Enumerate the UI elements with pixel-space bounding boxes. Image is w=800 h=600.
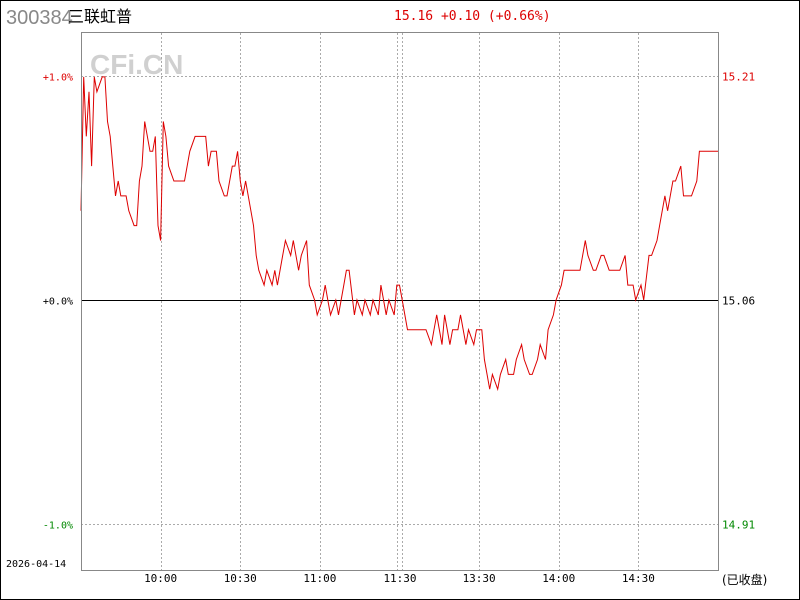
x-tick-label: 11:30 xyxy=(383,572,416,585)
market-status: (已收盘) xyxy=(722,572,767,587)
x-tick-label: 10:30 xyxy=(224,572,257,585)
x-tick-label: 11:00 xyxy=(303,572,336,585)
left-tick-label: +1.0% xyxy=(43,73,73,84)
quote-summary: 15.16 +0.10 (+0.66%) xyxy=(394,9,551,24)
grid xyxy=(81,33,718,570)
left-tick-label: -1.0% xyxy=(43,521,73,532)
left-tick-label: +0.0% xyxy=(43,297,73,308)
x-tick-label: 14:30 xyxy=(622,572,655,585)
x-tick-label: 10:00 xyxy=(144,572,177,585)
watermark-logo: CFi.CN xyxy=(90,49,183,80)
stock-name: 三联虹普 xyxy=(68,7,132,26)
plot-frame xyxy=(81,32,719,571)
right-tick-label: 15.06 xyxy=(722,295,755,308)
date-label: 2026-04-14 xyxy=(6,559,66,570)
stock-code: 300384 xyxy=(6,7,73,29)
x-tick-label: 14:00 xyxy=(542,572,575,585)
axis-labels: 10:00 10:30 11:00 11:30 13:30 14:00 14:30 +1.0%… xyxy=(43,71,755,586)
right-tick-label: 14.91 xyxy=(722,519,755,532)
x-tick-label: 13:30 xyxy=(463,572,496,585)
price-line xyxy=(80,76,718,392)
right-tick-label: 15.21 xyxy=(722,71,755,84)
